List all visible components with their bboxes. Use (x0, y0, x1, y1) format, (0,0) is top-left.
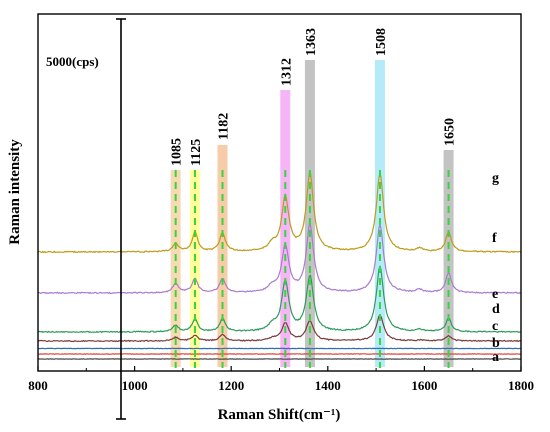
scale-bar: 5000(cps) (46, 18, 126, 420)
scale-bar-label: 5000(cps) (46, 54, 99, 69)
spectrum-f (38, 222, 522, 295)
x-axis-label: Raman Shift(cm⁻¹) (218, 407, 341, 423)
series-label-a: a (492, 350, 499, 365)
spectrum-g (37, 171, 522, 254)
x-tick-label: 1400 (315, 378, 341, 393)
peak-label-1182: 1182 (217, 113, 232, 140)
x-axis-ticks: 800 1000 1200 1400 1600 1800 (28, 366, 534, 393)
peak-band-1363 (304, 60, 315, 367)
x-tick-label: 1200 (218, 378, 244, 393)
x-tick-label: 1800 (508, 378, 534, 393)
x-tick-label: 1600 (411, 378, 437, 393)
peak-label-1125: 1125 (189, 139, 204, 166)
peak-labels: 1085 1125 1182 1312 1363 1508 1650 (170, 28, 458, 166)
spectrum-d (37, 314, 522, 343)
peak-label-1508: 1508 (374, 28, 389, 56)
spectra-series (37, 171, 522, 360)
x-tick-label: 800 (28, 378, 48, 393)
y-axis-label: Raman intensity (7, 139, 23, 245)
spectrum-e (37, 265, 522, 334)
peak-band-1508 (374, 60, 385, 367)
series-label-g: g (492, 171, 499, 186)
x-tick-label: 1000 (122, 378, 148, 393)
peak-label-1085: 1085 (170, 138, 185, 166)
peak-highlight-bands (170, 60, 454, 367)
series-label-f: f (492, 231, 497, 246)
peak-label-1312: 1312 (279, 58, 294, 86)
peak-label-1650: 1650 (443, 118, 458, 146)
series-label-d: d (492, 302, 500, 317)
series-label-e: e (492, 287, 498, 302)
series-label-c: c (492, 319, 498, 334)
series-label-b: b (492, 336, 500, 351)
peak-label-1363: 1363 (304, 28, 319, 56)
peak-band-1312 (280, 90, 291, 367)
peak-marker-lines (174, 170, 450, 368)
